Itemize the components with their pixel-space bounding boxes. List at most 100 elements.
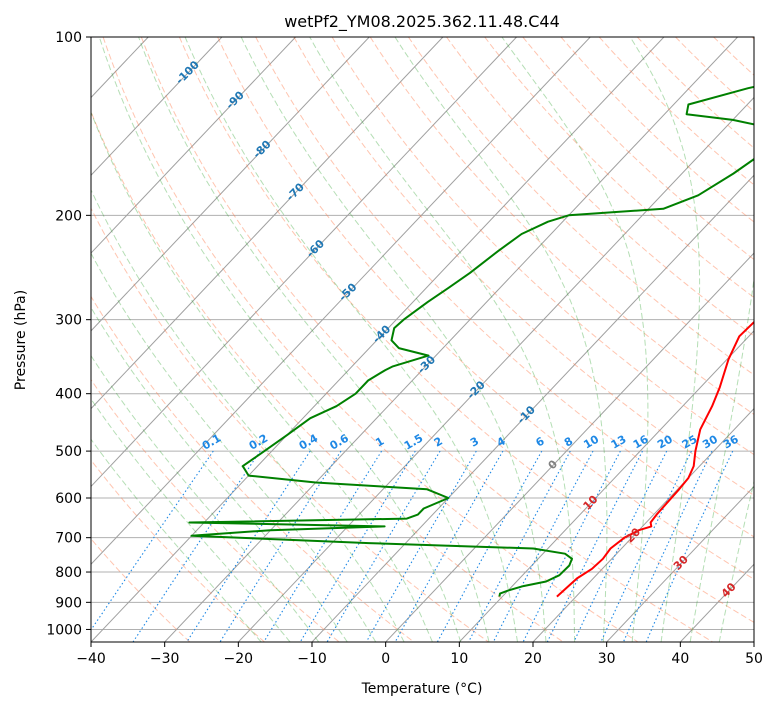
moist-adiabat	[91, 188, 405, 642]
isotherm-line	[91, 37, 444, 410]
x-tick-label: −20	[224, 651, 254, 667]
dry-adiabat	[178, 37, 754, 623]
isotherm-line	[753, 641, 754, 642]
dry-adiabat	[522, 37, 754, 261]
mixing-ratio-label: 6	[533, 434, 546, 449]
dry-adiabat	[751, 37, 754, 40]
y-axis-label: Pressure (hPa)	[13, 290, 29, 390]
dry-adiabat	[102, 37, 639, 642]
mixing-ratio-line	[326, 450, 441, 642]
isotherm-line	[164, 37, 738, 642]
dry-adiabat	[407, 37, 754, 376]
isotherm-line	[532, 407, 754, 642]
isotherm-line	[91, 37, 370, 332]
moist-adiabat	[138, 37, 490, 642]
y-tick-label: 300	[55, 313, 82, 329]
dry-adiabat	[369, 37, 754, 416]
mixing-ratio-line	[299, 450, 416, 642]
moist-adiabat	[91, 111, 433, 642]
x-tick-label: −30	[150, 651, 180, 667]
chart-grid	[0, 37, 754, 642]
dry-adiabat	[598, 37, 754, 186]
dry-adiabat	[560, 37, 754, 223]
dry-adiabat	[91, 459, 265, 642]
isotherm-line	[385, 252, 754, 642]
mixing-ratio-line	[219, 450, 342, 642]
dry-adiabat	[91, 538, 191, 642]
mixing-ratio-label: 8	[562, 435, 575, 450]
plot-frame	[90, 36, 755, 643]
isotherm-line	[91, 37, 591, 565]
isotherm-line	[679, 563, 754, 642]
isotherm-line	[606, 485, 754, 642]
mixing-ratio-line	[91, 450, 214, 631]
y-tick-label: 600	[55, 491, 82, 507]
chart-series	[188, 85, 754, 598]
mixing-ratio-line	[468, 450, 571, 642]
dry-adiabat	[293, 37, 754, 496]
dry-adiabat	[713, 37, 754, 76]
x-axis-label: Temperature (°C)	[361, 681, 483, 697]
moist-adiabat	[501, 37, 649, 642]
dry-adiabat	[636, 37, 754, 149]
x-tick-label: 40	[671, 651, 689, 667]
moist-adiabat	[91, 252, 377, 642]
dry-adiabat	[140, 37, 713, 642]
y-tick-label: 100	[55, 30, 82, 46]
mixing-ratio-line	[622, 450, 713, 642]
dry-adiabat	[255, 37, 754, 538]
y-tick-label: 900	[55, 595, 82, 611]
isotherm-line	[91, 37, 517, 488]
mixing-ratio-line	[365, 450, 477, 642]
moist-adiabat	[91, 306, 348, 642]
mixing-ratio-line	[573, 450, 668, 642]
isotherm-line	[91, 37, 296, 254]
mixing-ratio-line	[645, 450, 734, 642]
mixing-ratio-label: 3	[468, 435, 481, 450]
x-tick-label: 30	[598, 651, 616, 667]
y-tick-label: 800	[55, 565, 82, 581]
mixing-ratio-label: 1	[373, 435, 386, 450]
dry-adiabat	[217, 37, 754, 580]
x-tick-label: 50	[745, 651, 763, 667]
x-tick-label: 20	[524, 651, 542, 667]
mixing-ratio-label: 0.4	[297, 431, 321, 452]
moist-adiabat	[91, 438, 262, 642]
dry-adiabat	[91, 295, 415, 642]
isotherm-line	[0, 37, 75, 642]
x-tick-label: 10	[450, 651, 468, 667]
dewpoint-profile-line	[188, 85, 754, 597]
moist-adiabat	[718, 479, 754, 642]
mixing-ratio-line	[492, 450, 594, 642]
isotherm-line	[458, 330, 754, 642]
dry-adiabat	[484, 37, 754, 299]
dry-adiabat	[331, 37, 754, 456]
mixing-ratio-line	[546, 450, 643, 642]
isotherm-line	[0, 37, 1, 642]
isotherm-line	[91, 37, 665, 642]
y-tick-label: 1000	[46, 622, 82, 638]
y-tick-label: 200	[55, 208, 82, 224]
x-tick-label: −40	[76, 651, 106, 667]
isopleth-labels: -100-90-80-70-60-50-40-30-20-10010203040…	[173, 58, 741, 600]
dry-adiabat	[91, 110, 564, 642]
mixing-ratio-label: 30	[700, 432, 720, 451]
moist-adiabat	[184, 37, 518, 642]
moist-adiabat	[91, 354, 320, 642]
dry-adiabat	[91, 207, 489, 642]
y-tick-label: 500	[55, 444, 82, 460]
y-tick-label: 700	[55, 531, 82, 547]
mixing-ratio-line	[132, 450, 261, 642]
isotherm-line	[91, 37, 223, 176]
moist-adiabat	[240, 37, 547, 642]
moist-adiabat	[629, 37, 701, 642]
mixing-ratio-label: 36	[721, 432, 741, 451]
mixing-ratio-label: 20	[655, 432, 675, 451]
axis-ticks: −40 −30 −20 −10 0 10 20 30 40 5010020030040050060…	[46, 30, 763, 667]
isotherm-line	[311, 174, 754, 642]
chart-title: wetPf2_YM08.2025.362.11.48.C44	[284, 12, 560, 32]
moist-adiabat	[98, 37, 462, 642]
mixing-ratio-line	[394, 450, 504, 642]
moist-adiabat	[91, 398, 291, 642]
